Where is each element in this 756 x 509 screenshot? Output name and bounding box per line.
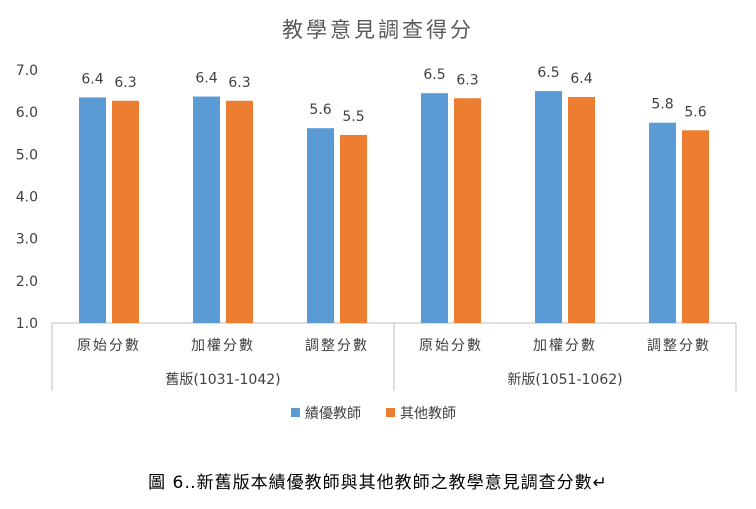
x-group-label: 新版(1051-1062) — [507, 372, 622, 388]
legend-label: 其他教師 — [400, 406, 456, 422]
x-category-label: 加權分數 — [191, 338, 255, 354]
labels-layer: 6.4 6.3 6.4 6.3 5.6 5.5 6.5 6.3 6.5 6.4 5.8 5.6 — [81, 65, 706, 125]
bar — [649, 122, 676, 323]
bar — [307, 128, 334, 323]
y-tick-label: 3.0 — [16, 232, 38, 248]
bar — [79, 97, 106, 324]
y-tick-label: 2.0 — [16, 274, 38, 290]
chart-title: 教學意見調查得分 — [282, 18, 474, 42]
data-label: 6.3 — [114, 75, 136, 91]
x-category-label: 原始分數 — [419, 338, 483, 354]
data-label: 6.3 — [228, 75, 250, 91]
data-label: 6.4 — [81, 71, 103, 87]
data-label: 6.5 — [423, 67, 445, 83]
bar — [568, 96, 595, 323]
legend-swatch — [386, 408, 395, 417]
bar-chart: 1.0 2.0 3.0 4.0 5.0 6.0 7.0 舊版(1031-1042) 原始分數 加權… — [16, 63, 737, 422]
data-label: 5.5 — [342, 109, 364, 125]
data-label: 6.4 — [195, 71, 217, 87]
y-tick-label: 5.0 — [16, 147, 38, 163]
bar — [226, 100, 253, 323]
bar — [535, 91, 562, 323]
y-tick-label: 4.0 — [16, 190, 38, 206]
legend-swatch — [291, 408, 300, 417]
x-category-label: 原始分數 — [77, 338, 141, 354]
legend: 績優教師 其他教師 — [291, 406, 456, 422]
legend-label: 績優教師 — [305, 406, 361, 422]
y-tick-label: 1.0 — [16, 316, 38, 332]
x-group-label: 舊版(1031-1042) — [165, 372, 280, 388]
bar — [112, 100, 139, 323]
bar — [421, 93, 448, 323]
y-tick-label: 6.0 — [16, 105, 38, 121]
y-tick-label: 7.0 — [16, 63, 38, 79]
data-label: 6.5 — [537, 65, 559, 81]
x-category-label: 加權分數 — [533, 338, 597, 354]
bar — [454, 98, 481, 323]
data-label: 5.8 — [651, 97, 673, 113]
x-category-label: 調整分數 — [647, 338, 711, 354]
figure-caption: 圖 6‥新舊版本績優教師與其他教師之教學意見調查分數↵ — [148, 473, 608, 493]
data-label: 5.6 — [309, 102, 331, 118]
x-category-label: 調整分數 — [305, 338, 369, 354]
data-label: 6.4 — [570, 71, 592, 87]
data-label: 6.3 — [456, 72, 478, 88]
bars-layer — [79, 91, 709, 324]
bar — [340, 134, 367, 323]
bar — [682, 130, 709, 323]
axis-layer: 1.0 2.0 3.0 4.0 5.0 6.0 7.0 舊版(1031-1042) 原始分數 加權… — [16, 63, 737, 391]
data-label: 5.6 — [684, 104, 706, 120]
bar — [193, 96, 220, 323]
